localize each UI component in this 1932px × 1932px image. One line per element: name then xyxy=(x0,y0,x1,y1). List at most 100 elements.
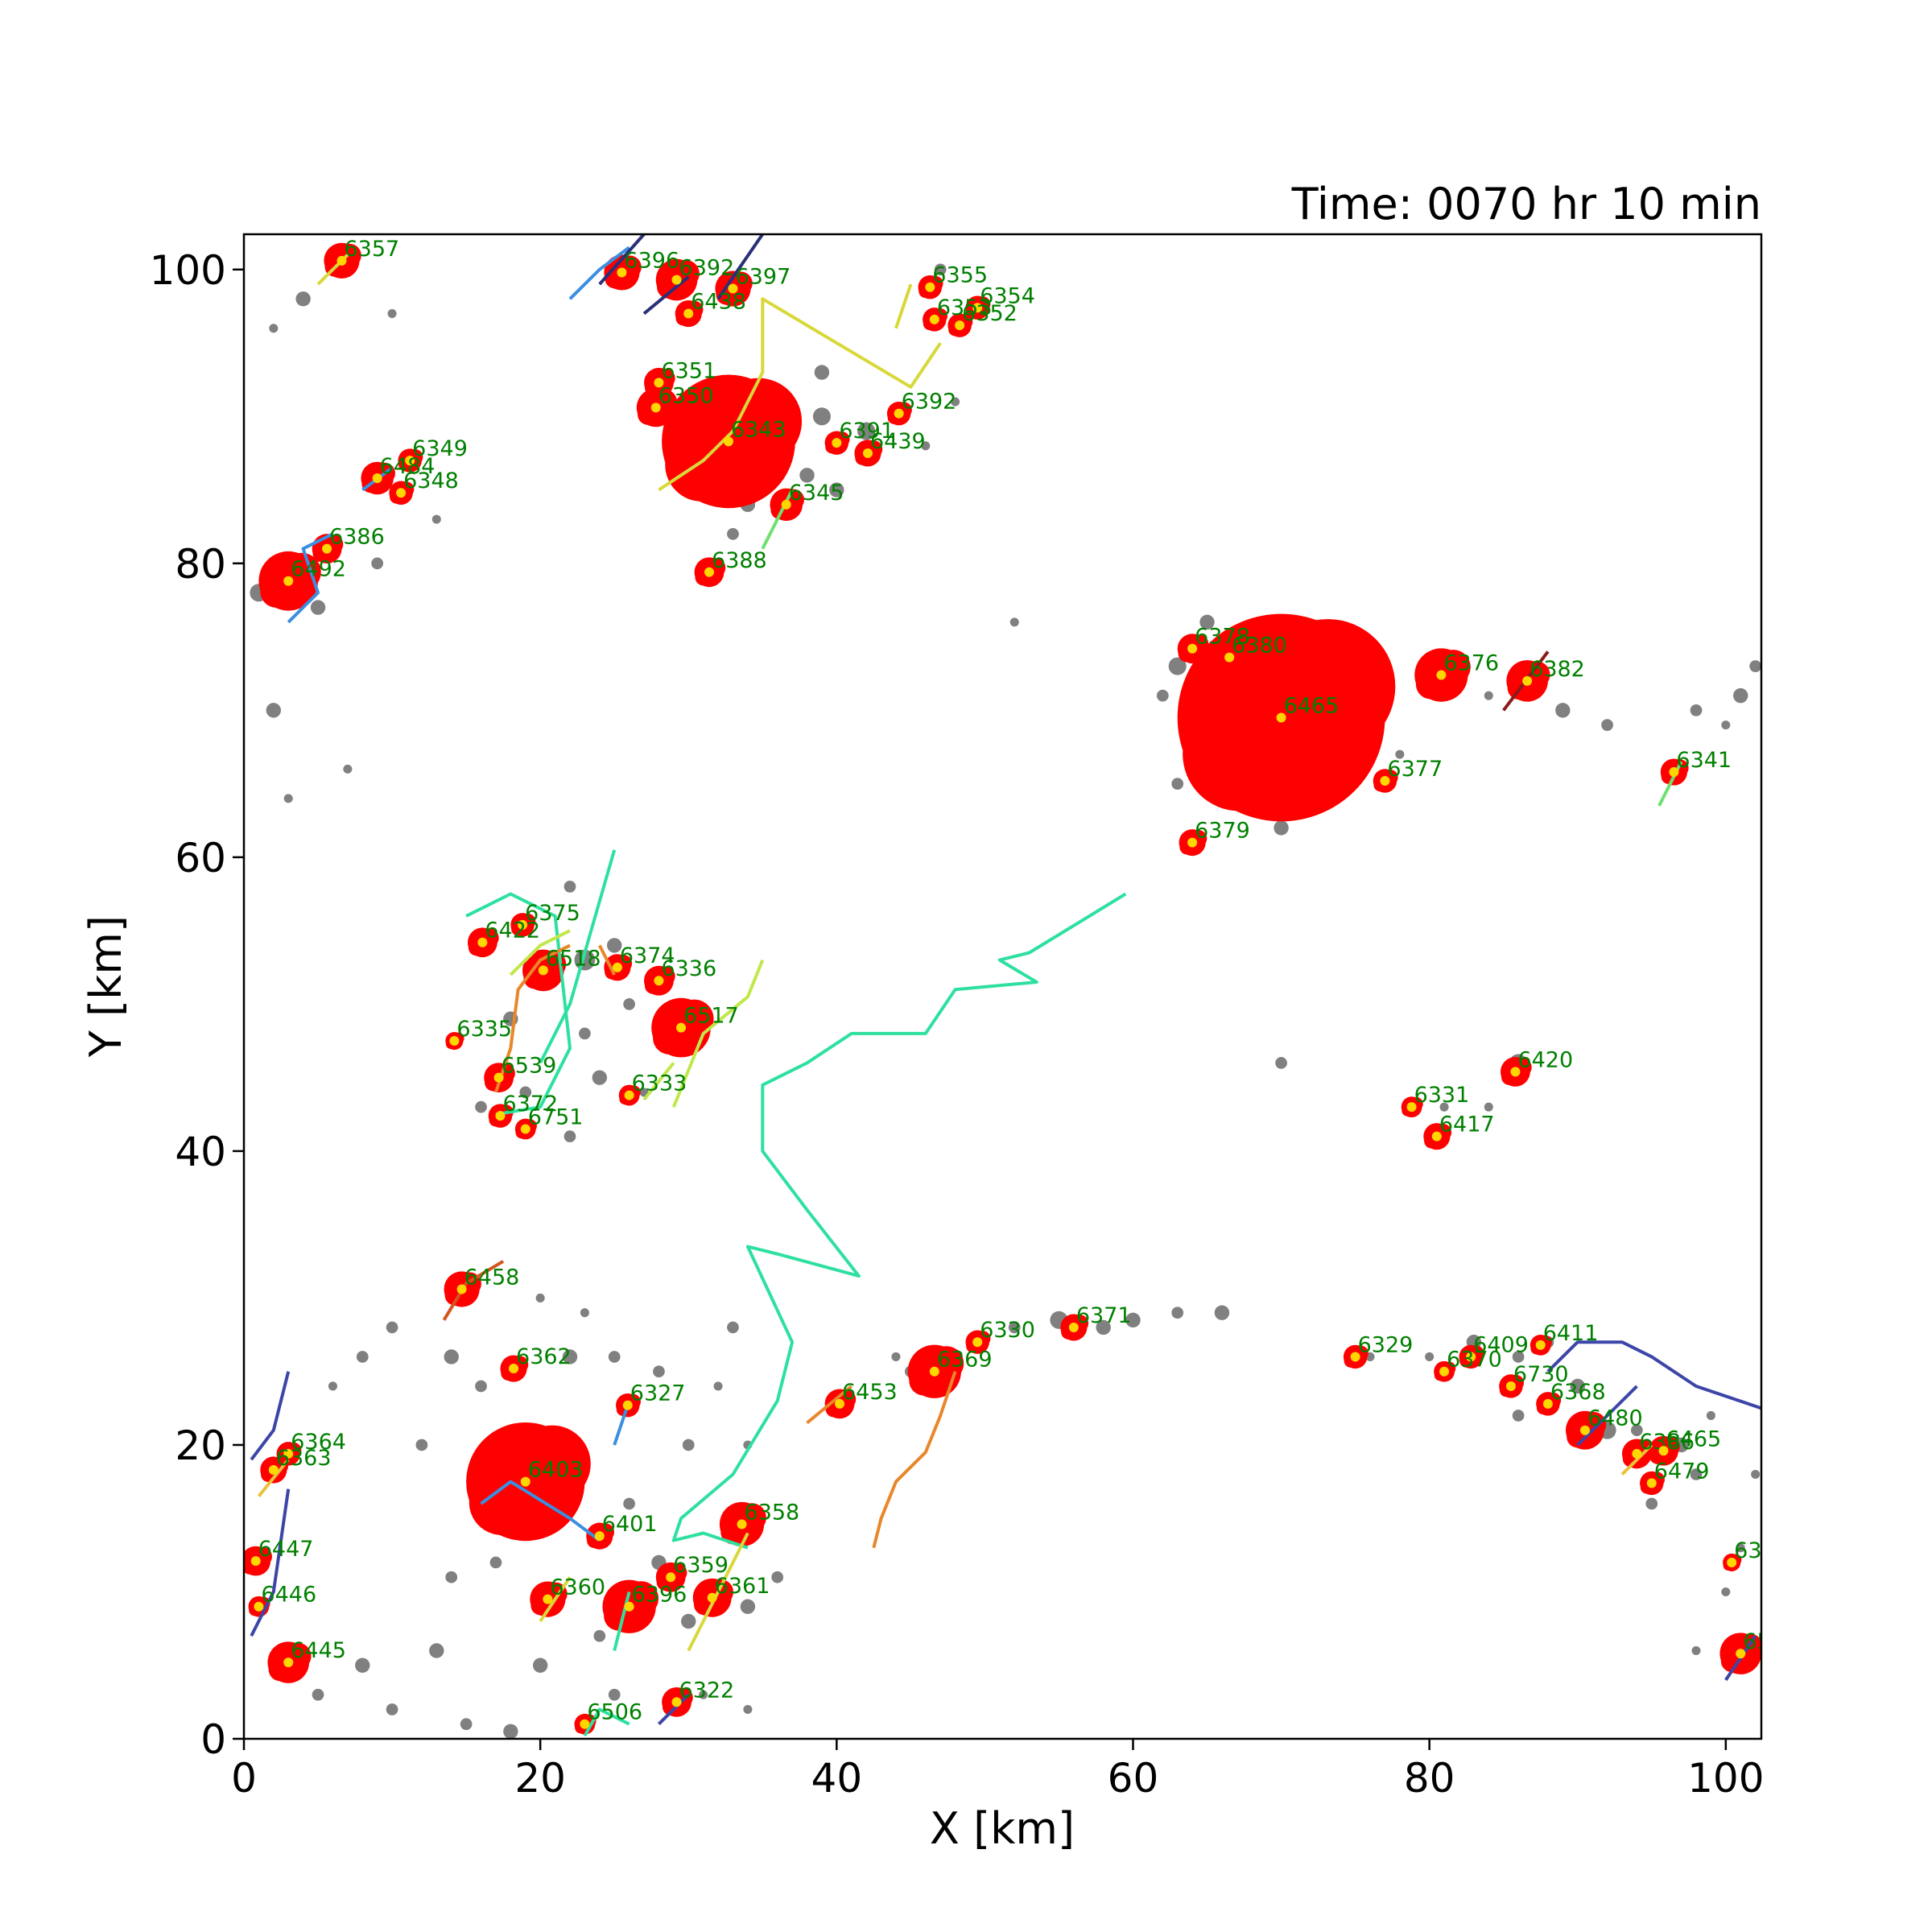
cell-id-label: 6730 xyxy=(1513,1362,1569,1387)
background-echo xyxy=(623,1497,635,1510)
cell-id-label: 6446 xyxy=(261,1583,316,1608)
cell-track xyxy=(480,1480,601,1542)
background-echo xyxy=(607,938,622,953)
cell-id-label: 6420 xyxy=(1517,1047,1573,1072)
cell-track xyxy=(583,1707,630,1737)
cell-id-label: 6439 xyxy=(870,429,926,454)
cell-centroid xyxy=(405,456,415,466)
background-echo xyxy=(371,557,384,570)
background-echo xyxy=(475,1380,487,1393)
x-tick-label: 60 xyxy=(1108,1755,1159,1802)
cell-id-label: 6362 xyxy=(516,1344,572,1369)
cell-area-lobe xyxy=(665,427,739,502)
cell-centroid xyxy=(449,1036,460,1046)
background-echo xyxy=(444,1349,459,1364)
background-echo xyxy=(295,291,311,307)
cell-track xyxy=(250,1371,291,1461)
cell-id-label: 6377 xyxy=(1387,757,1443,782)
cell-id-label: 6368 xyxy=(1550,1380,1606,1405)
cell-id-label: 6480 xyxy=(1587,1406,1643,1431)
cell-centroid xyxy=(543,1594,553,1604)
background-echo xyxy=(1570,1378,1585,1394)
cell-id-label: 6409 xyxy=(1473,1332,1529,1357)
y-axis-title: Y [km] xyxy=(80,915,131,1058)
background-echo xyxy=(829,482,844,497)
cell-id-label: 6341 xyxy=(1676,748,1732,773)
background-echo xyxy=(653,1365,665,1378)
cell-area-lobe xyxy=(715,378,803,465)
background-echo xyxy=(503,1724,518,1739)
cell-track xyxy=(1620,1443,1653,1476)
cell-id-label: 6518 xyxy=(546,946,601,971)
cell-centroid xyxy=(396,488,407,498)
cell-id-label: 6391 xyxy=(839,419,894,444)
cell-centroid xyxy=(1736,1649,1746,1659)
cell-centroid xyxy=(283,1448,294,1459)
cell-centroid xyxy=(493,1072,504,1083)
cell-id-label: 6392 xyxy=(902,390,957,415)
cell-id-label: 6372 xyxy=(502,1092,558,1117)
cell-centroid xyxy=(372,473,382,483)
x-tick-label: 20 xyxy=(514,1755,566,1802)
cell-area-lobe xyxy=(1260,619,1396,754)
plot-frame xyxy=(242,233,1763,1740)
cell-centroid xyxy=(1224,652,1235,663)
cell-id-label: 6392 xyxy=(679,256,735,281)
background-echo xyxy=(1171,778,1184,790)
cell-centroid xyxy=(671,275,682,285)
chart-title: Time: 0070 hr 10 min xyxy=(1291,179,1761,229)
background-echo xyxy=(579,1027,591,1040)
cell-centroid xyxy=(1669,767,1679,778)
background-echo xyxy=(1733,687,1748,704)
cell-centroid xyxy=(1505,1381,1516,1391)
cell-centroid xyxy=(1466,1352,1476,1362)
cell-centroid xyxy=(1535,1340,1546,1350)
background-echo xyxy=(519,1086,532,1099)
cell-centroid xyxy=(832,438,842,448)
cell-track xyxy=(287,532,334,624)
background-echo xyxy=(1395,749,1405,759)
cell-id-label: 6364 xyxy=(291,1430,346,1455)
cell-centroid xyxy=(654,378,664,388)
background-echo xyxy=(921,441,931,451)
background-echo xyxy=(1631,1424,1643,1437)
cell-centroid xyxy=(509,1364,519,1374)
cell-centroid xyxy=(283,1657,294,1668)
cell-id-label: 6417 xyxy=(1439,1113,1495,1137)
background-echo xyxy=(328,1381,337,1391)
y-tick-label: 40 xyxy=(175,1129,226,1175)
x-tick-label: 40 xyxy=(811,1755,863,1802)
background-echo xyxy=(608,1688,621,1701)
cell-centroid xyxy=(925,282,935,292)
background-echo xyxy=(564,1130,576,1143)
y-tick-label: 100 xyxy=(150,247,226,294)
cell-track xyxy=(509,929,571,976)
cell-id-label: 6360 xyxy=(550,1575,605,1600)
background-echo xyxy=(934,263,947,276)
cell-id-label: 6438 xyxy=(691,290,746,315)
background-echo xyxy=(1214,1305,1230,1320)
cell-centroid xyxy=(728,283,738,294)
cell-id-label: 6445 xyxy=(291,1638,346,1663)
cell-centroid xyxy=(518,919,528,930)
cell-id-label: 6380 xyxy=(1232,634,1287,658)
cell-centroid xyxy=(666,1572,676,1583)
cell-track xyxy=(598,234,646,286)
background-echo xyxy=(431,514,441,524)
cell-track xyxy=(872,1371,957,1549)
background-echo xyxy=(1736,1543,1745,1553)
cell-centroid xyxy=(1632,1448,1642,1459)
cell-id-label: 6397 xyxy=(735,265,791,290)
cell-track xyxy=(1576,1385,1638,1447)
background-echo xyxy=(429,1643,444,1658)
cell-track xyxy=(465,892,572,1117)
cell-centroid xyxy=(1276,712,1286,723)
background-echo xyxy=(475,1100,487,1113)
cell-centroid xyxy=(336,255,347,266)
x-tick-label: 80 xyxy=(1404,1755,1455,1802)
cell-centroid xyxy=(1380,775,1390,786)
background-echo xyxy=(857,422,876,440)
cell-id-label: 6371 xyxy=(1076,1303,1132,1328)
cell-centroid xyxy=(322,543,332,554)
background-echo xyxy=(460,1718,473,1731)
